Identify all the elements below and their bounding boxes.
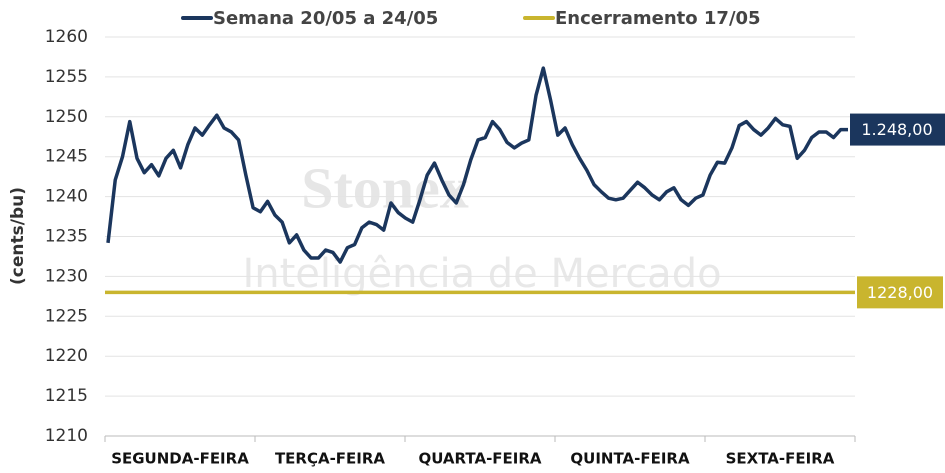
x-tick-label: QUINTA-FEIRA: [570, 450, 690, 468]
end-label-box: [850, 113, 945, 146]
y-tick-label: 1220: [45, 346, 88, 366]
legend-label: Semana 20/05 a 24/05: [213, 8, 438, 29]
y-axis-label: (cents/bu): [8, 187, 28, 285]
watermark: Inteligência de Mercado: [242, 251, 721, 297]
y-tick-label: 1215: [45, 386, 88, 406]
y-tick-label: 1250: [45, 107, 88, 127]
y-tick-label: 1240: [45, 187, 88, 207]
y-tick-label: 1245: [45, 147, 88, 167]
x-tick-label: SEGUNDA-FEIRA: [111, 450, 249, 468]
y-tick-label: 1225: [45, 306, 88, 326]
end-label: 1.248,00: [861, 120, 932, 139]
x-tick-label: QUARTA-FEIRA: [418, 450, 541, 468]
x-tick-label: TERÇA-FEIRA: [275, 450, 385, 468]
legend-label: Encerramento 17/05: [555, 8, 761, 29]
line-series: [106, 66, 848, 264]
y-tick-label: 1230: [45, 266, 88, 286]
end-label: 1228,00: [867, 283, 933, 302]
y-tick-label: 1255: [45, 67, 88, 87]
watermark: Stonex: [301, 155, 469, 220]
end-label-box: [857, 276, 943, 309]
x-tick-label: SEXTA-FEIRA: [726, 450, 835, 468]
y-tick-label: 1260: [45, 27, 88, 47]
y-tick-label: 1235: [45, 227, 88, 247]
y-tick-label: 1210: [45, 426, 88, 446]
